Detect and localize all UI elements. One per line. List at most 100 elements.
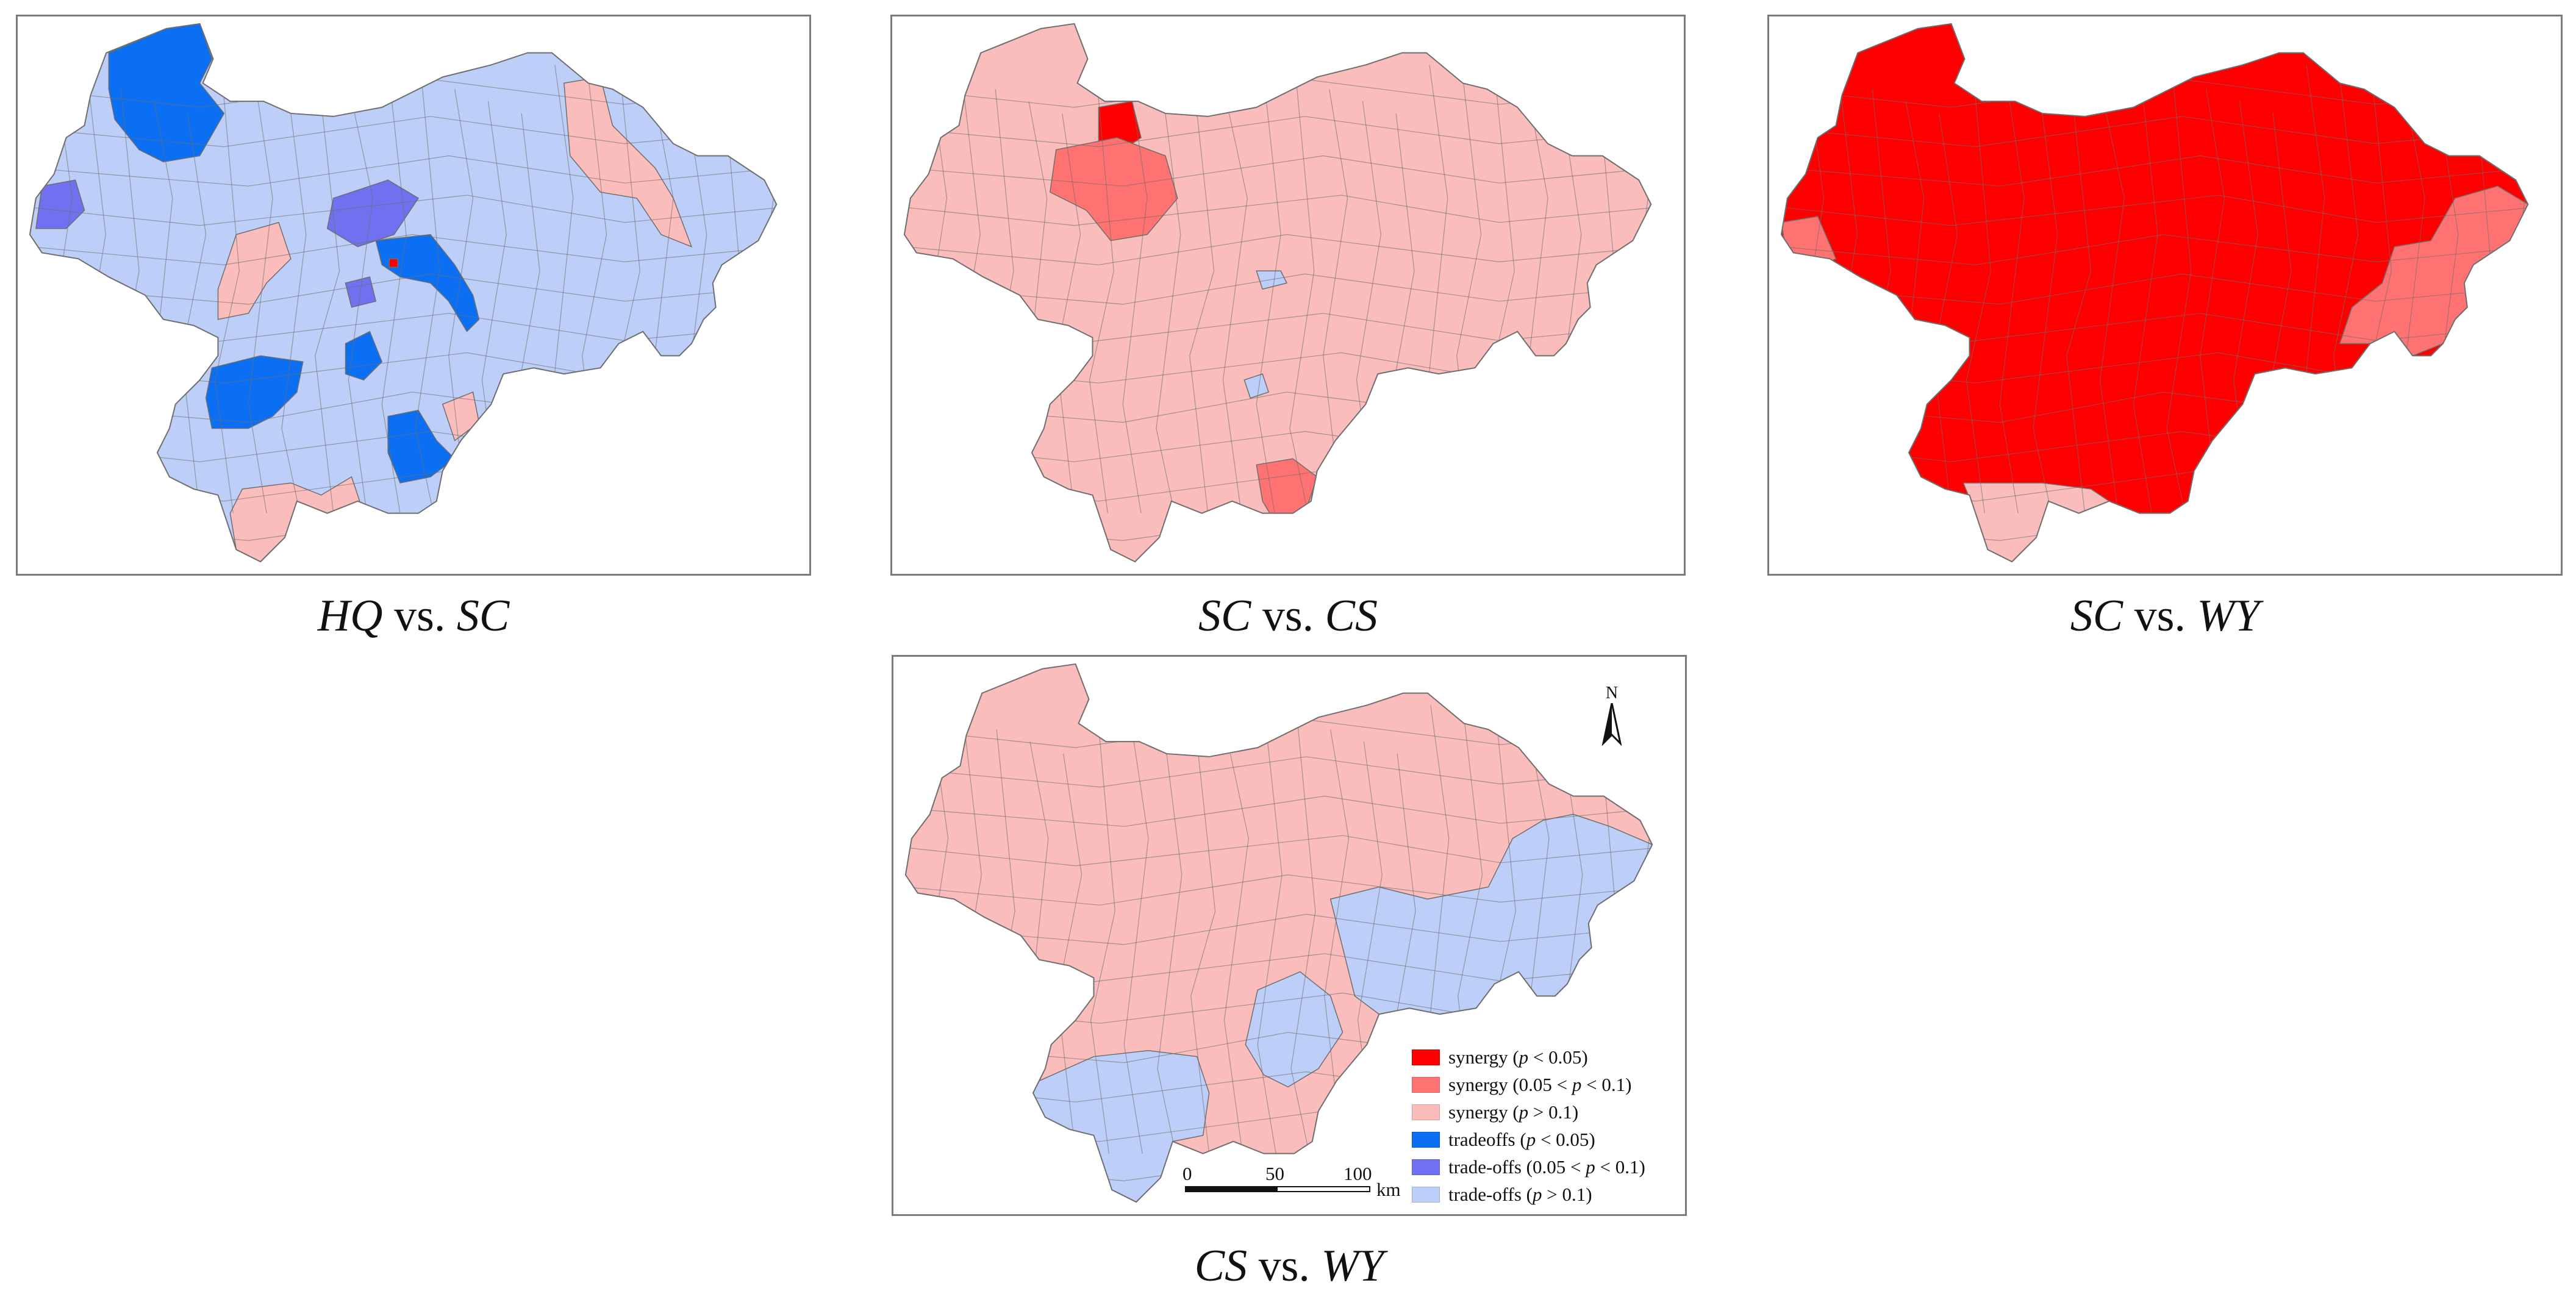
map-boundary-line — [1257, 705, 1283, 1154]
map-outline — [29, 23, 778, 563]
map-boundary-line — [905, 874, 1653, 906]
map-region-south — [387, 409, 456, 484]
legend-label: tradeoffs (p < 0.05) — [1448, 1128, 1595, 1150]
map-boundary-line — [415, 77, 440, 513]
map-boundary-line — [1781, 234, 2528, 265]
map-boundary-line — [904, 273, 1651, 305]
legend-swatch — [1412, 1104, 1440, 1120]
map-boundary-line — [904, 510, 1651, 541]
map-boundary-line — [214, 65, 240, 513]
map-boundary-line — [2200, 89, 2225, 513]
map-boundary-line — [1966, 65, 1991, 513]
map-boundary-line — [29, 155, 777, 187]
scale-bar: 0 50 100 km — [1182, 1163, 1402, 1206]
map-region-blue2 — [1243, 373, 1270, 399]
map-panel-hq-sc — [16, 15, 811, 576]
map-region-sw — [205, 355, 304, 429]
map-boundary-line — [1223, 753, 1249, 1154]
map-boundary-line — [315, 101, 340, 513]
legend-item: tradeoffs (p < 0.05) — [1412, 1126, 1645, 1153]
legend-swatch — [1412, 1131, 1440, 1148]
legend-item: trade-offs (0.05 < p < 0.1) — [1412, 1153, 1645, 1181]
map-boundary-line — [29, 273, 777, 305]
map-boundary-line — [2500, 77, 2525, 513]
map-boundary-line — [748, 77, 774, 513]
map-boundary-line — [1090, 705, 1115, 1154]
map-region-south — [1256, 458, 1318, 532]
map-boundary-line — [905, 914, 1653, 945]
legend-label: synergy (0.05 < p < 0.1) — [1448, 1073, 1632, 1095]
map-region-south-tail — [229, 476, 365, 562]
map-boundary-line — [2133, 65, 2158, 513]
map-region-river — [375, 234, 480, 332]
map-boundary-line — [1123, 717, 1149, 1154]
map-boundary-line — [1623, 77, 1648, 513]
map-boundary-line — [923, 705, 949, 1154]
scale-tick-50: 50 — [1265, 1163, 1284, 1184]
map-boundary-line — [905, 835, 1653, 867]
legend-label: synergy (p > 0.1) — [1448, 1101, 1579, 1123]
map-boundary-line — [904, 195, 1651, 226]
map-region-centre-n — [326, 179, 420, 248]
map-boundary-line — [1781, 195, 2528, 226]
map-region-south-tail — [1962, 482, 2111, 562]
map-boundary-line — [1089, 65, 1114, 513]
map-boundary-line — [248, 77, 273, 513]
map-boundary-line — [29, 234, 777, 265]
map-boundary-line — [1157, 729, 1182, 1154]
map-region-centre-s — [345, 276, 377, 308]
map-boundary-line — [1156, 89, 1181, 513]
map-sc-wy — [1780, 23, 2529, 563]
map-boundary-line — [1781, 155, 2528, 187]
legend-label: trade-offs (0.05 < p < 0.1) — [1448, 1156, 1645, 1178]
map-region-ne — [564, 76, 693, 248]
map-boundary-line — [2166, 77, 2192, 513]
map-boundary-line — [1289, 77, 1315, 513]
map-cs-wy — [904, 663, 1653, 1203]
legend-swatch — [1412, 1049, 1440, 1065]
legend-item: synergy (0.05 < p < 0.1) — [1412, 1071, 1645, 1098]
map-panel-sc-wy — [1767, 15, 2563, 576]
legend-item: trade-offs (p > 0.1) — [1412, 1181, 1645, 1208]
map-boundary-line — [381, 65, 407, 513]
legend-swatch — [1412, 1159, 1440, 1175]
map-hq-sc — [29, 23, 778, 563]
map-boundary-line — [904, 234, 1651, 265]
map-boundary-line — [1122, 77, 1148, 513]
map-region-mid-pink — [217, 221, 292, 320]
map-boundary-line — [1781, 510, 2528, 541]
map-region-centre-dot — [345, 331, 383, 381]
map-boundary-line — [1324, 729, 1350, 1154]
caption-cs-wy: CS vs. WY — [1194, 1241, 1384, 1291]
map-boundary-line — [1190, 742, 1216, 1154]
map-boundary-line — [348, 113, 373, 513]
map-region-nw-mid — [1049, 137, 1178, 241]
map-boundary-line — [1999, 77, 2025, 513]
map-boundary-line — [281, 89, 307, 513]
scale-tick-100: 100 — [1343, 1163, 1372, 1184]
legend-item: synergy (p > 0.1) — [1412, 1098, 1645, 1126]
map-region-red-dot — [388, 258, 398, 268]
north-arrow-icon — [1601, 703, 1622, 746]
map-boundary-line — [2066, 101, 2092, 513]
map-boundary-line — [1256, 65, 1281, 513]
map-boundary-line — [715, 65, 741, 513]
scale-tick-0: 0 — [1182, 1163, 1192, 1184]
scale-unit: km — [1376, 1179, 1401, 1200]
caption-sc-cs: SC vs. CS — [1198, 591, 1378, 641]
north-label: N — [1605, 684, 1619, 703]
map-boundary-line — [1323, 89, 1348, 513]
map-boundary-line — [29, 510, 777, 541]
map-boundary-line — [1056, 113, 1081, 513]
legend-label: trade-offs (p > 0.1) — [1448, 1183, 1592, 1205]
map-outline — [1780, 23, 2529, 563]
map-boundary-line — [1781, 273, 2528, 305]
map-boundary-line — [1189, 101, 1215, 513]
map-boundary-line — [905, 795, 1653, 827]
legend-swatch — [1412, 1076, 1440, 1093]
caption-sc-wy: SC vs. WY — [2070, 591, 2260, 641]
map-boundary-line — [1290, 717, 1316, 1154]
map-boundary-line — [904, 155, 1651, 187]
map-boundary-line — [2033, 89, 2058, 513]
legend: synergy (p < 0.05) synergy (0.05 < p < 0… — [1412, 1043, 1645, 1208]
